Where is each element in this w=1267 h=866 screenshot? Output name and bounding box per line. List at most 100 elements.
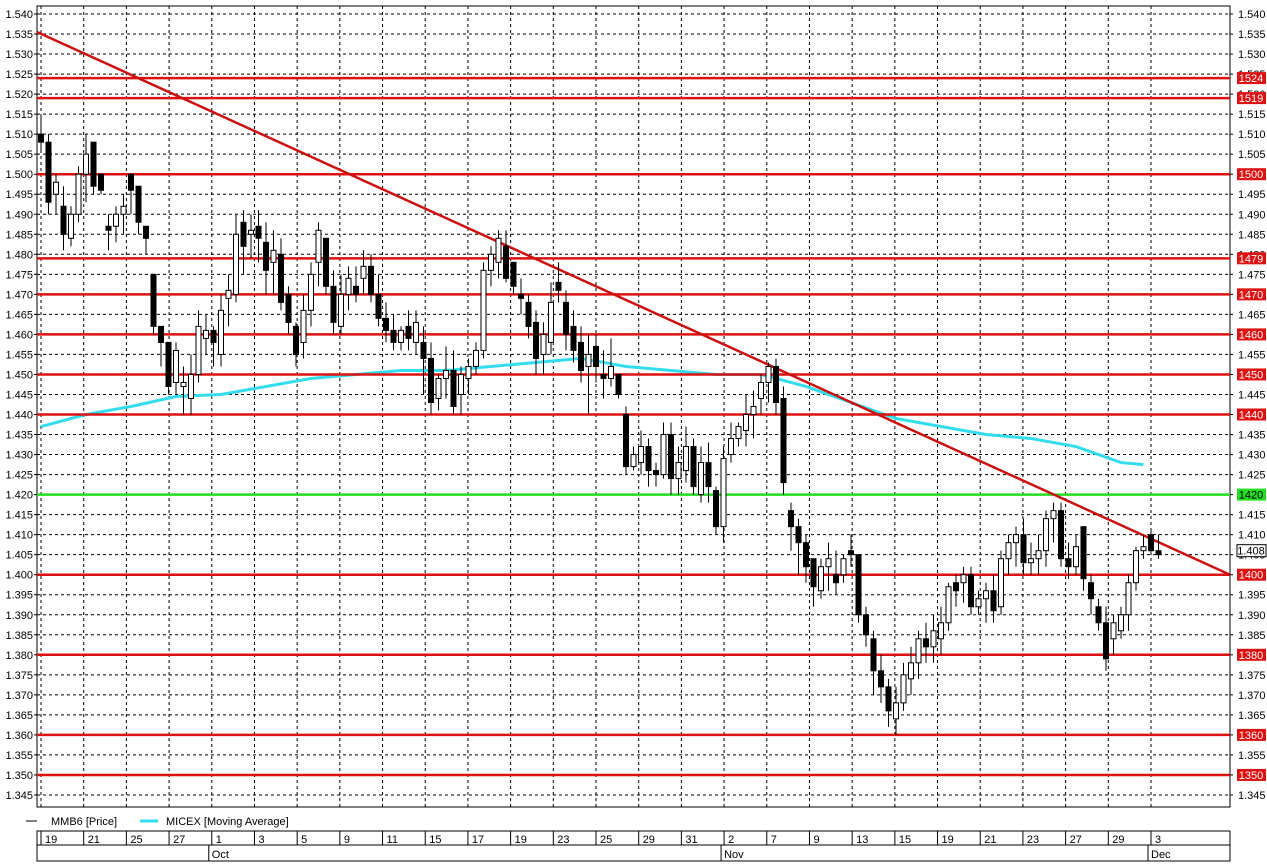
candle [353,266,359,303]
candle [45,134,52,215]
level-badge: 1460 [1237,328,1266,341]
y-tick-label-left: 1.460 [5,329,33,341]
candle-body-up [308,273,314,311]
candle [1110,614,1117,655]
candle [98,173,104,195]
candle [435,374,442,411]
candle [1065,542,1072,579]
candle-body-up [225,289,232,299]
candle [570,310,577,363]
y-tick-label-left: 1.370 [5,690,33,702]
candle-body-up [1050,510,1057,520]
candle [458,366,464,415]
candle [825,542,832,591]
candle-body-up [1005,542,1012,560]
candle-body-up [1110,622,1117,640]
candle [630,446,637,471]
candle [1080,526,1087,591]
candle-body-up [120,205,127,215]
x-day-label: 2 [728,834,734,846]
candle-body-up [480,269,487,351]
x-day-label: 29 [1112,834,1124,846]
candle-body-down [773,365,779,403]
y-tick-label-left: 1.480 [5,249,33,261]
y-tick-label-left: 1.535 [5,29,33,41]
y-tick-label-left: 1.425 [5,470,33,482]
y-tick-label-left: 1.390 [5,610,33,622]
candle-body-down [690,446,697,488]
candle [975,590,982,615]
candle [390,314,397,351]
candle-body-up [1028,558,1034,564]
candle-body-up [495,237,502,263]
candle [960,566,967,603]
candle-body-down [968,574,974,608]
candle [105,214,112,251]
x-day-label: 11 [387,834,398,846]
x-month-label: Oct [212,849,229,861]
candle-body-down [38,133,44,143]
candle-body-down [240,221,247,247]
candle [690,438,697,495]
y-tick-label-right: 1.510 [1238,129,1266,141]
candle [968,566,974,615]
candle-body-down [563,301,569,335]
y-tick-label-left: 1.450 [5,369,33,381]
candle-body-down [428,357,434,403]
candle [135,185,142,235]
candle-body-down [45,141,52,203]
candle-body-down [405,325,412,339]
candle-body-down [143,225,149,239]
candle-body-down [278,253,284,303]
candle [915,630,922,679]
candle-body-up [585,353,592,367]
candle [923,622,929,663]
x-day-label: 21 [984,834,996,846]
candle-body-down [518,293,524,299]
y-tick-label-left: 1.495 [5,189,33,201]
x-day-label: 5 [301,834,307,846]
candle-body-down [953,582,959,592]
y-tick-label-right: 1.345 [1238,790,1266,802]
y-tick-label-left: 1.445 [5,389,33,401]
x-day-label: 15 [899,834,911,846]
x-day-label: 27 [173,834,185,846]
trendline-line [36,30,1231,576]
candle [398,326,404,351]
candle [683,426,689,483]
candle-body-up [998,558,1004,608]
candle-body-down [653,470,659,476]
level-badge: 1450 [1237,368,1266,381]
candle-body-down [1155,550,1162,556]
candle-body-down [990,590,997,612]
candle-body-up [743,414,749,432]
level-badge-label: 1460 [1239,329,1263,341]
level-badge-label: 1400 [1239,570,1263,582]
candle-body-down [60,205,67,235]
candle [653,462,659,487]
candle [300,294,307,359]
candle [233,214,239,303]
candle [323,237,329,295]
candle [908,646,914,695]
candle [1005,534,1012,575]
level-badge-bg [1237,92,1266,105]
candle [345,266,352,311]
candle [210,326,217,367]
y-tick-label-right: 1.425 [1238,470,1266,482]
plot-area [36,5,1231,808]
candle-body-up [698,462,704,496]
y-tick-label-right: 1.355 [1238,750,1266,762]
candle [848,534,854,567]
level-badge-label: 1350 [1239,770,1263,782]
candle-body-down [1103,622,1109,660]
candle [675,446,682,495]
candle-body-down [833,574,839,584]
y-tick-label-right: 1.445 [1238,389,1266,401]
y-tick-label-left: 1.510 [5,129,33,141]
level-badge: 1350 [1237,768,1266,782]
candle-body-up [473,349,479,367]
candle [203,314,209,355]
candle [263,222,269,295]
candle-body-down [878,670,884,688]
